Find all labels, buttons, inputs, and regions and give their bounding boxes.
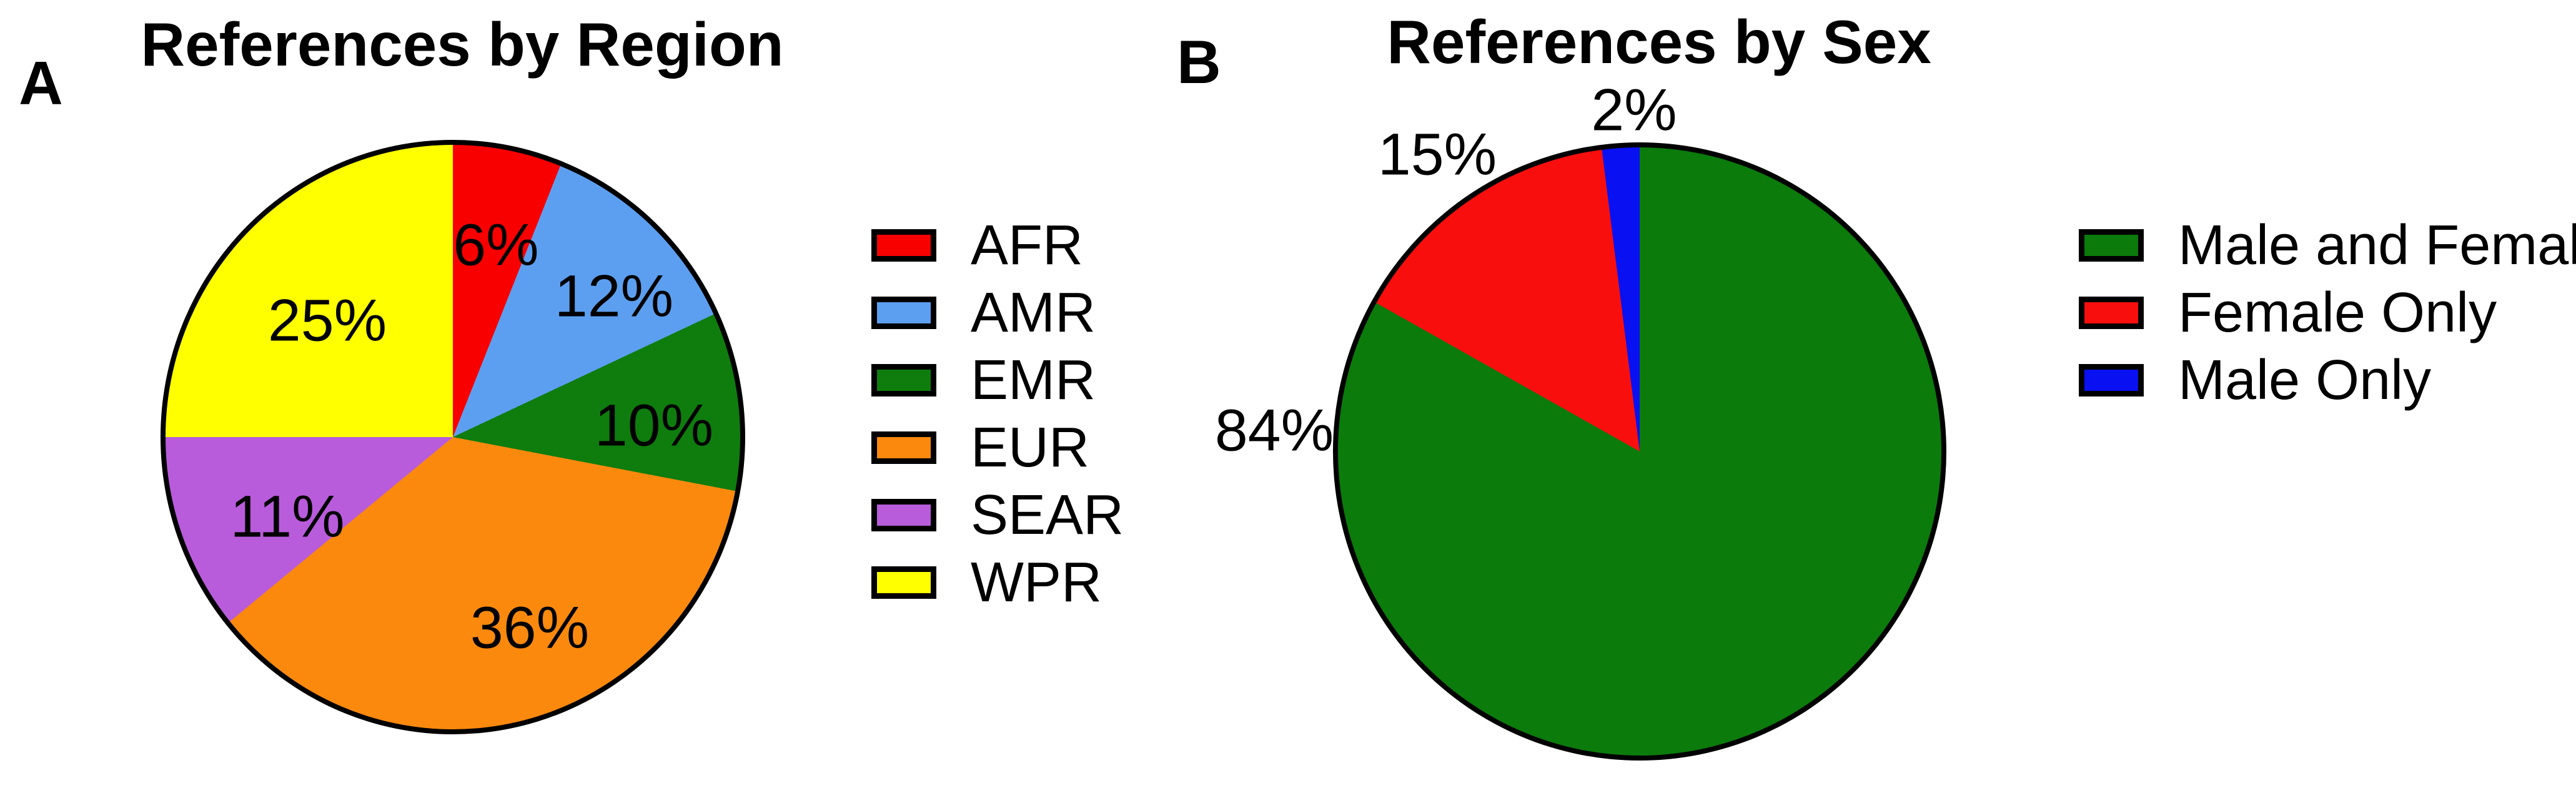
slice-label-female-only: 15% xyxy=(1377,121,1497,188)
panel-label-a: A xyxy=(19,49,63,117)
legend-row-afr: AFR xyxy=(871,217,1124,273)
pie-chart-references-by-sex xyxy=(1333,142,1946,761)
legend-label-female-only: Female Only xyxy=(2178,282,2497,344)
chart-b-title: References by Sex xyxy=(1387,7,1931,76)
legend-swatch-male-only xyxy=(2079,364,2144,396)
slice-label-afr: 6% xyxy=(453,212,539,278)
legend-swatch-sear xyxy=(871,499,936,531)
slice-label-wpr: 25% xyxy=(267,287,387,354)
legend-label-eur: EUR xyxy=(971,416,1090,479)
legend-label-afr: AFR xyxy=(971,214,1083,277)
chart-a-title: References by Region xyxy=(141,10,784,79)
legend-label-amr: AMR xyxy=(971,282,1096,344)
legend-swatch-amr xyxy=(871,297,936,329)
legend-row-wpr: WPR xyxy=(871,554,1124,611)
slice-label-male-only: 2% xyxy=(1591,77,1677,144)
legend-swatch-afr xyxy=(871,229,936,262)
legend-row-emr: EMR xyxy=(871,352,1124,408)
legend-label-sear: SEAR xyxy=(971,484,1124,546)
legend-label-emr: EMR xyxy=(971,349,1096,411)
slice-label-amr: 12% xyxy=(554,263,674,330)
legend-swatch-male-and-female xyxy=(2079,229,2144,262)
legend-swatch-female-only xyxy=(2079,297,2144,329)
legend-swatch-wpr xyxy=(871,566,936,599)
legend-swatch-emr xyxy=(871,364,936,396)
legend-references-by-sex: Male and Female Female Only Male Only xyxy=(2079,217,2576,431)
legend-references-by-region: AFR AMR EMR EUR SEAR WPR xyxy=(871,217,1124,634)
panel-label-b: B xyxy=(1177,27,1221,96)
legend-row-male-only: Male Only xyxy=(2079,352,2576,408)
legend-row-male-and-female: Male and Female xyxy=(2079,217,2576,273)
legend-label-male-and-female: Male and Female xyxy=(2178,214,2576,277)
legend-row-amr: AMR xyxy=(871,285,1124,341)
legend-swatch-eur xyxy=(871,431,936,464)
slice-label-sear: 11% xyxy=(230,483,345,550)
legend-row-eur: EUR xyxy=(871,420,1124,476)
legend-label-wpr: WPR xyxy=(971,551,1102,614)
pie-chart-references-by-region xyxy=(161,140,745,734)
slice-label-eur: 36% xyxy=(470,594,590,661)
legend-row-female-only: Female Only xyxy=(2079,285,2576,341)
legend-row-sear: SEAR xyxy=(871,487,1124,543)
slice-label-male-and-female: 84% xyxy=(1214,397,1334,464)
legend-label-male-only: Male Only xyxy=(2178,349,2432,411)
slice-label-emr: 10% xyxy=(594,392,714,459)
